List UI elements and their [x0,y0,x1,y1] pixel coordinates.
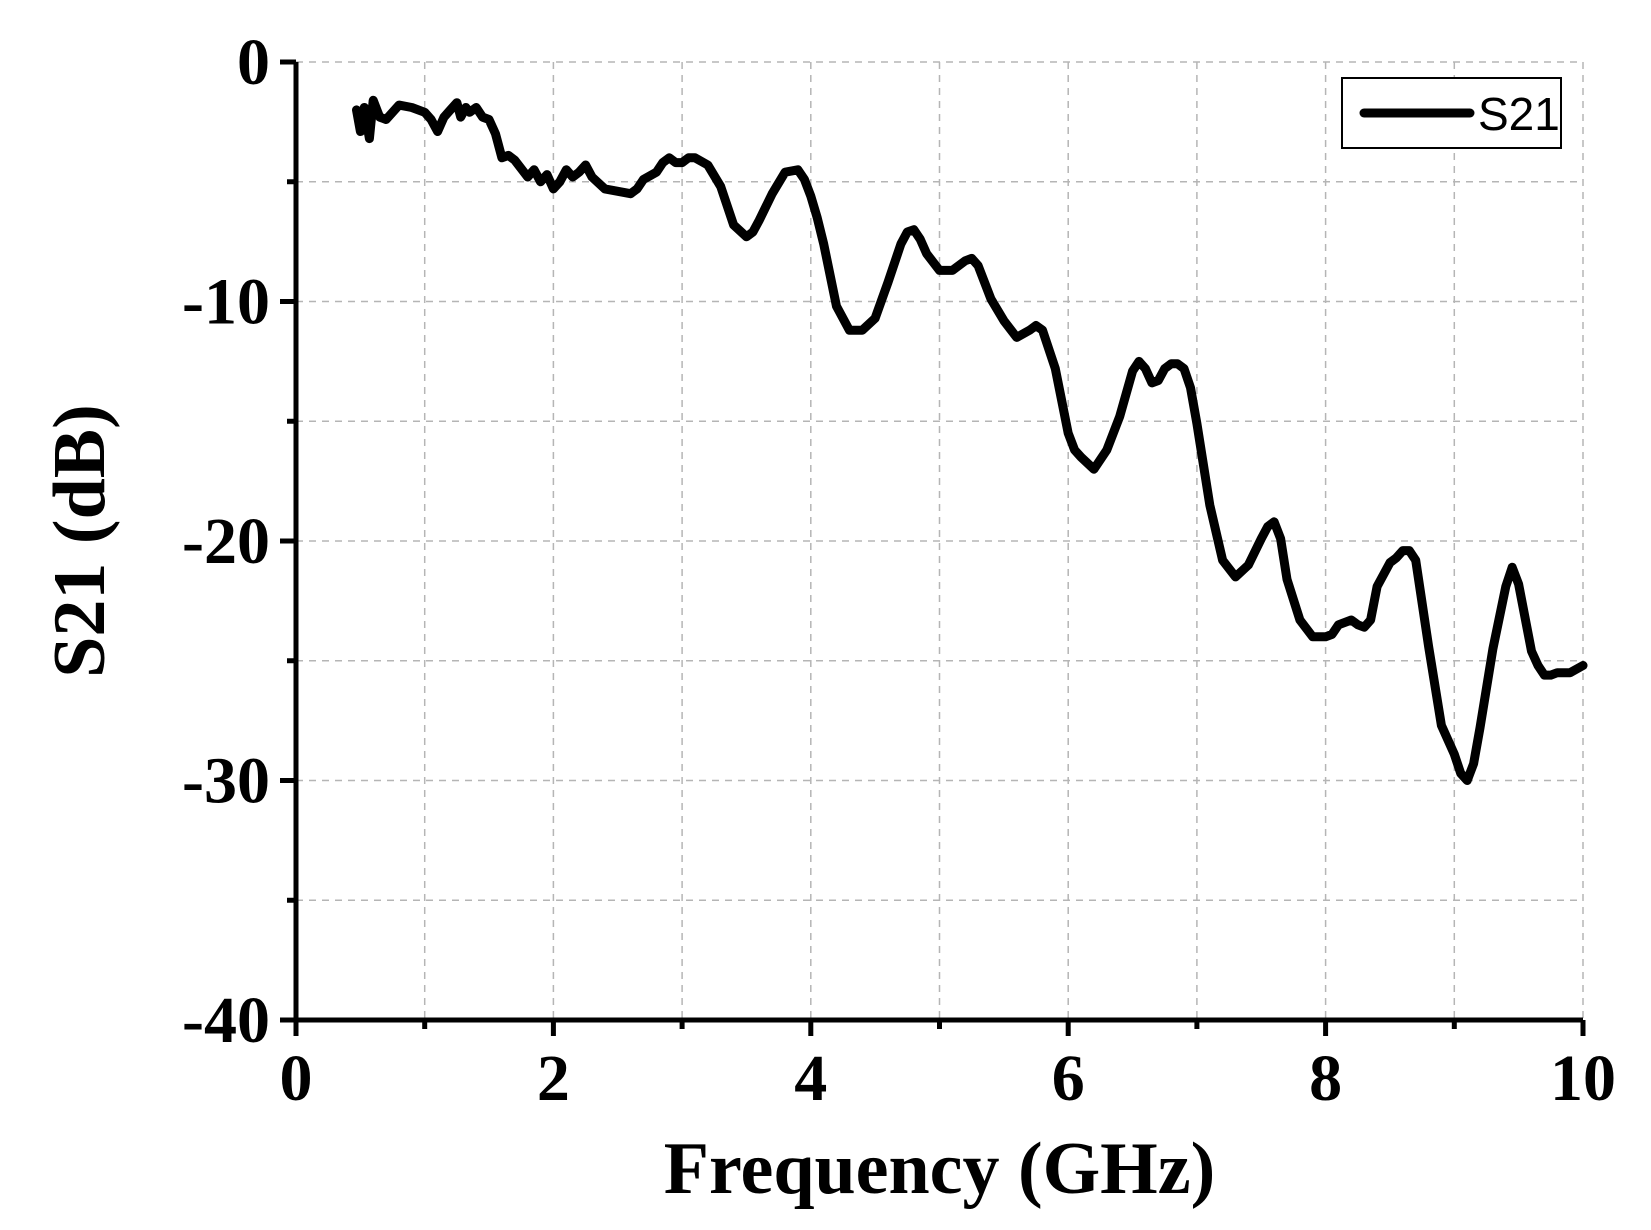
y-tick-label: -40 [182,984,270,1057]
x-tick-label: 8 [1309,1042,1342,1115]
y-tick-label: -30 [182,745,270,818]
y-tick-label: -20 [182,505,270,578]
x-tick-label: 0 [280,1042,313,1115]
x-tick-label: 2 [537,1042,570,1115]
x-tick-label: 4 [794,1042,827,1115]
ticks [280,59,1586,1036]
y-axis-title: S21 (dB) [39,404,121,677]
series-line-s21 [352,95,1588,785]
legend-label-s21: S21 [1478,88,1560,140]
y-tick-label: -10 [182,266,270,339]
x-tick-labels: 0 2 4 6 8 10 [280,1042,1617,1115]
x-tick-label: 10 [1550,1042,1616,1115]
legend: S21 [1341,77,1562,149]
y-tick-label: 0 [237,26,270,99]
y-tick-labels: 0 -10 -20 -30 -40 [182,26,270,1057]
x-axis-title: Frequency (GHz) [664,1128,1215,1210]
grid-lines [296,61,1584,1020]
x-tick-label: 6 [1052,1042,1085,1115]
